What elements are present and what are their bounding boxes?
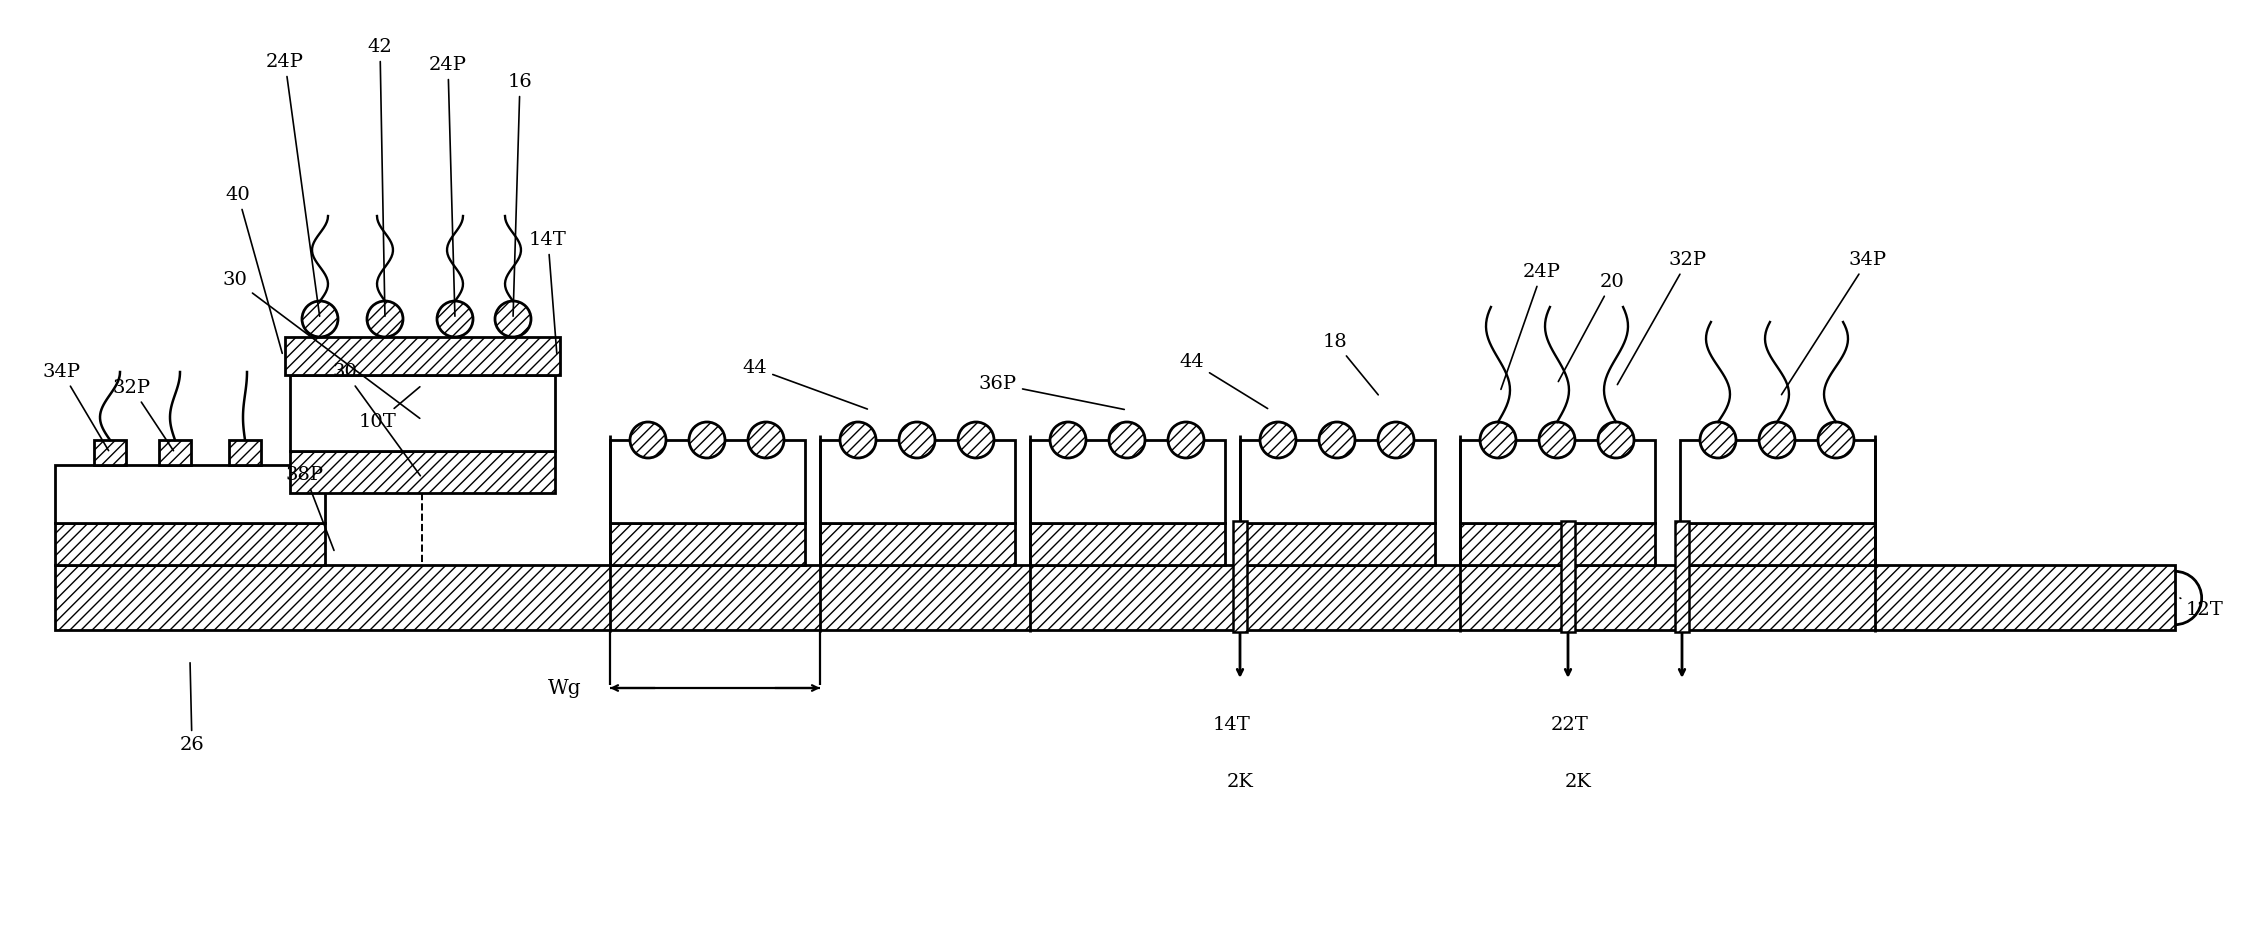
- Text: 32P: 32P: [113, 379, 174, 450]
- Circle shape: [630, 422, 666, 458]
- Text: 34P: 34P: [1783, 251, 1887, 395]
- Bar: [54, 465, 324, 523]
- Text: 22T: 22T: [1552, 716, 1590, 734]
- Circle shape: [301, 301, 337, 337]
- Bar: [1239, 440, 1436, 523]
- Circle shape: [437, 301, 473, 337]
- Circle shape: [958, 422, 994, 458]
- Text: 36P: 36P: [978, 375, 1123, 410]
- Bar: [54, 565, 2174, 630]
- Bar: [95, 440, 127, 465]
- Circle shape: [1599, 422, 1633, 458]
- Bar: [820, 523, 1015, 565]
- Text: 26: 26: [179, 663, 204, 754]
- Circle shape: [1259, 422, 1296, 458]
- Text: 38P: 38P: [285, 466, 333, 551]
- Circle shape: [747, 422, 784, 458]
- Text: Wg: Wg: [548, 679, 582, 697]
- Text: 12T: 12T: [2179, 598, 2224, 619]
- Text: 18: 18: [1323, 333, 1377, 395]
- Circle shape: [1479, 422, 1515, 458]
- Text: 32P: 32P: [1617, 251, 1708, 384]
- Circle shape: [899, 422, 935, 458]
- Bar: [54, 523, 324, 565]
- Circle shape: [1538, 422, 1574, 458]
- Circle shape: [1701, 422, 1735, 458]
- Bar: [1681, 523, 1875, 565]
- Bar: [1461, 440, 1656, 523]
- Text: 24P: 24P: [265, 53, 319, 316]
- Text: 42: 42: [367, 38, 392, 316]
- Text: 20: 20: [1558, 273, 1624, 382]
- Text: 2K: 2K: [1228, 773, 1253, 791]
- Bar: [1681, 440, 1875, 523]
- Circle shape: [1051, 422, 1085, 458]
- Text: 14T: 14T: [530, 231, 566, 353]
- Bar: [1232, 521, 1248, 632]
- Bar: [1561, 521, 1574, 632]
- Circle shape: [1318, 422, 1354, 458]
- Bar: [609, 440, 804, 523]
- Text: 24P: 24P: [428, 56, 467, 316]
- Text: 30: 30: [333, 363, 421, 476]
- Bar: [820, 440, 1015, 523]
- Circle shape: [367, 301, 403, 337]
- Bar: [1239, 523, 1436, 565]
- Bar: [159, 440, 190, 465]
- Bar: [290, 375, 555, 451]
- Circle shape: [1377, 422, 1413, 458]
- Text: 14T: 14T: [1214, 716, 1250, 734]
- Bar: [229, 440, 260, 465]
- Text: 30: 30: [222, 271, 419, 418]
- Text: 34P: 34P: [43, 363, 109, 450]
- Circle shape: [1760, 422, 1794, 458]
- Text: 44: 44: [743, 359, 867, 409]
- Text: 24P: 24P: [1502, 263, 1561, 389]
- Text: 44: 44: [1180, 353, 1268, 409]
- Circle shape: [840, 422, 877, 458]
- Circle shape: [1819, 422, 1855, 458]
- Bar: [285, 337, 559, 375]
- Circle shape: [689, 422, 725, 458]
- Bar: [1676, 521, 1690, 632]
- Bar: [1031, 523, 1225, 565]
- Bar: [290, 451, 555, 493]
- Text: 10T: 10T: [360, 386, 419, 431]
- Circle shape: [496, 301, 530, 337]
- Text: 40: 40: [226, 186, 283, 353]
- Circle shape: [1169, 422, 1205, 458]
- Bar: [1461, 523, 1656, 565]
- Bar: [1031, 440, 1225, 523]
- Circle shape: [1110, 422, 1146, 458]
- Text: 2K: 2K: [1565, 773, 1592, 791]
- Text: 16: 16: [507, 73, 532, 316]
- Bar: [609, 523, 804, 565]
